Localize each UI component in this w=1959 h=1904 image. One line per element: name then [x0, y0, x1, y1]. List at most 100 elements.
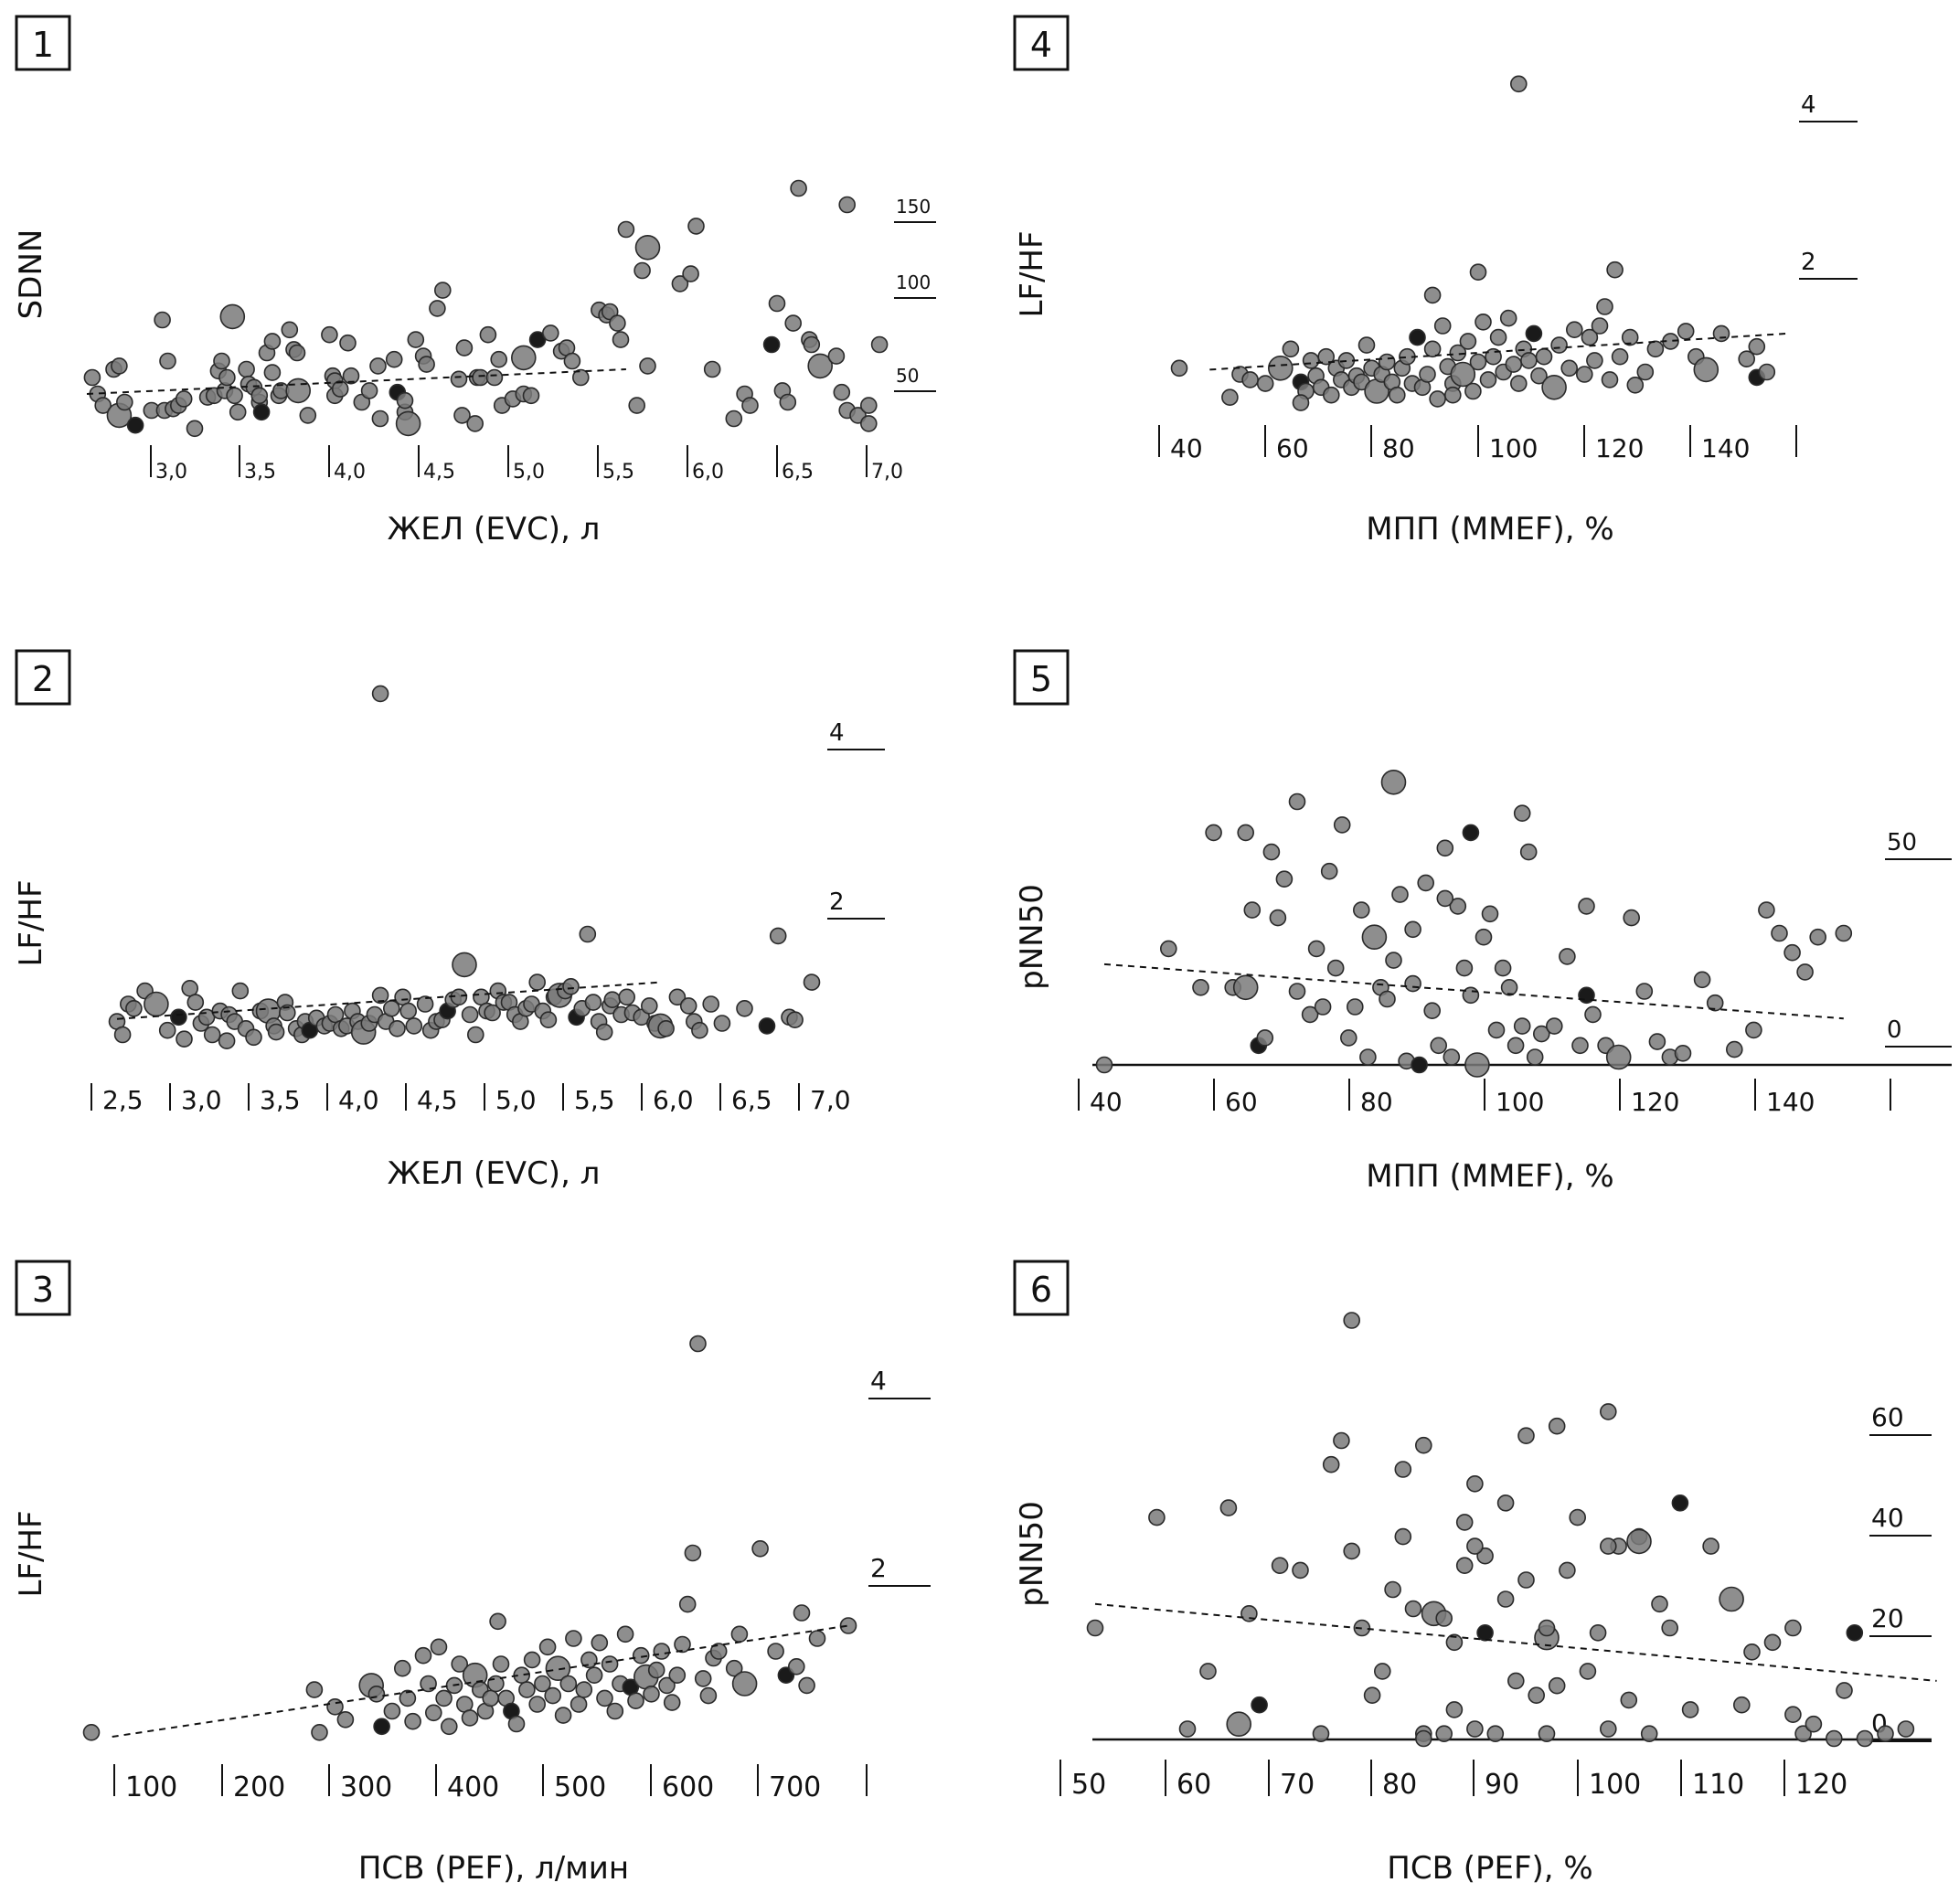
- data-point: [1733, 1696, 1751, 1714]
- y-tick-label: 0: [1887, 1016, 1902, 1044]
- data-point: [1271, 1557, 1289, 1574]
- x-tick-label: 700: [769, 1771, 821, 1803]
- data-point: [451, 1655, 469, 1673]
- data-point: [405, 1017, 423, 1035]
- data-point: [1312, 1725, 1330, 1742]
- data-point: [538, 1638, 557, 1656]
- data-point: [1269, 909, 1287, 927]
- data-point: [534, 1675, 551, 1693]
- data-point: [1538, 1725, 1556, 1742]
- data-point: [1466, 1720, 1484, 1738]
- data-point: [1292, 394, 1310, 411]
- data-point: [1586, 352, 1603, 369]
- data-point: [1455, 1514, 1474, 1531]
- data-point: [263, 333, 282, 350]
- data-point: [1469, 263, 1487, 282]
- x-tick-label: 6,5: [731, 1085, 772, 1115]
- data-point: [679, 997, 697, 1015]
- data-point: [786, 1011, 804, 1028]
- y-axis-label: LF/HF: [13, 1510, 49, 1597]
- data-point: [507, 1715, 526, 1733]
- panel-number: 5: [1030, 659, 1052, 699]
- data-point: [1846, 1624, 1864, 1642]
- data-point: [1455, 959, 1474, 977]
- x-tick-label: 7,0: [871, 461, 903, 484]
- data-point: [736, 1000, 753, 1017]
- data-point: [1282, 340, 1300, 358]
- data-point: [870, 335, 889, 354]
- data-point: [369, 357, 387, 375]
- data-point: [1320, 862, 1338, 880]
- data-point: [321, 325, 338, 344]
- data-point: [1256, 375, 1274, 392]
- data-point: [1469, 353, 1487, 371]
- data-point: [288, 344, 306, 362]
- data-point: [1559, 1561, 1576, 1580]
- data-point: [691, 1021, 708, 1039]
- data-point: [1620, 1691, 1638, 1709]
- data-point: [618, 988, 636, 1006]
- data-point: [559, 1675, 578, 1693]
- data-point: [424, 1704, 442, 1722]
- data-point: [1359, 1048, 1377, 1066]
- x-tick-label: 4,0: [334, 461, 366, 484]
- scatter-points: [108, 685, 821, 1049]
- panel-number: 4: [1030, 25, 1052, 65]
- y-axis-label: SDNN: [13, 229, 49, 320]
- data-point: [616, 1625, 634, 1643]
- data-point: [1877, 1725, 1894, 1742]
- data-point: [1192, 979, 1209, 996]
- data-point: [281, 321, 299, 339]
- data-point: [1288, 983, 1306, 1000]
- y-tick-label: 2: [1801, 249, 1816, 276]
- data-point: [455, 339, 474, 356]
- data-point: [1535, 347, 1553, 366]
- data-point: [713, 1015, 731, 1032]
- data-point: [1333, 1431, 1350, 1450]
- data-point: [1726, 1040, 1743, 1058]
- data-point: [418, 356, 435, 373]
- x-tick-label: 80: [1382, 433, 1415, 463]
- data-point: [404, 1712, 421, 1730]
- data-point: [125, 1000, 143, 1017]
- data-point: [1462, 986, 1480, 1005]
- data-point: [1745, 1021, 1762, 1039]
- data-point: [1651, 1595, 1668, 1613]
- data-point: [1205, 824, 1222, 842]
- data-point: [725, 1659, 743, 1677]
- data-point: [219, 303, 246, 330]
- x-tick-label: 3,0: [181, 1085, 222, 1115]
- data-point: [663, 1694, 681, 1711]
- x-tick-label: 100: [1589, 1769, 1641, 1801]
- data-point: [1693, 971, 1711, 989]
- data-point: [658, 1676, 676, 1695]
- data-point: [1409, 328, 1426, 346]
- data-point: [1576, 366, 1593, 383]
- y-axis-label: pNN50: [1014, 1501, 1050, 1607]
- data-point: [682, 265, 699, 282]
- y-axis-label: LF/HF: [13, 879, 49, 966]
- data-point: [808, 1630, 826, 1647]
- data-point: [473, 988, 490, 1006]
- data-point: [1712, 324, 1730, 343]
- data-point: [562, 978, 580, 995]
- data-point: [1178, 1720, 1197, 1738]
- data-point: [1606, 261, 1624, 279]
- data-point: [1343, 1542, 1360, 1560]
- data-point: [371, 685, 389, 703]
- x-axis-label: ЖЕЛ (EVC), л: [388, 1155, 601, 1192]
- data-point: [580, 1651, 598, 1669]
- y-tick-label: 2: [870, 1553, 887, 1583]
- data-point: [159, 352, 176, 370]
- data-point: [1533, 1025, 1550, 1043]
- data-point: [218, 1032, 236, 1049]
- data-point: [1611, 347, 1629, 366]
- data-point: [113, 1026, 132, 1044]
- data-point: [482, 1689, 500, 1707]
- x-tick-label: 120: [1631, 1087, 1679, 1117]
- data-point: [779, 393, 797, 411]
- data-point: [1433, 317, 1452, 335]
- trend-line: [1103, 963, 1844, 1020]
- data-point: [653, 1643, 671, 1660]
- data-point: [1784, 1706, 1802, 1723]
